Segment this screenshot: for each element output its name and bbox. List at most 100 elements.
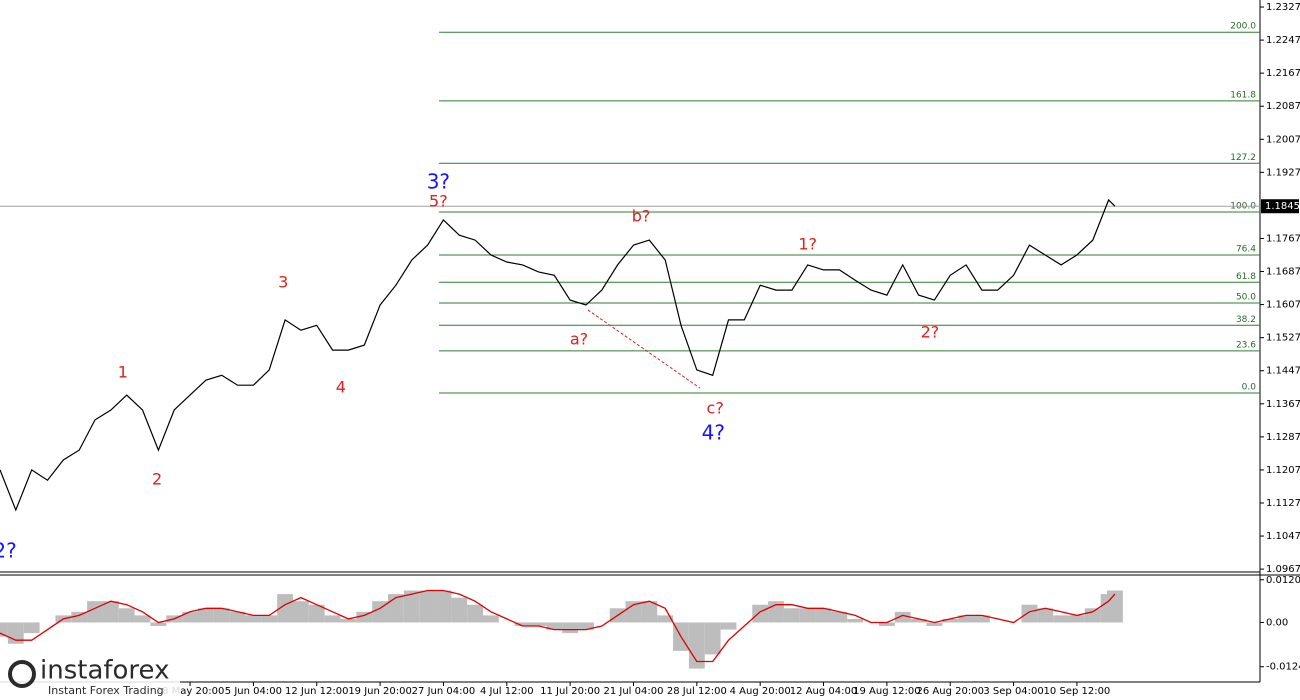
- histogram-bar: [1084, 608, 1101, 623]
- x-tick-label: 27 Jun 04:00: [412, 686, 476, 697]
- logo-icon: [8, 660, 36, 688]
- y-tick-label: 1.1927: [1266, 167, 1300, 178]
- wave-label: 3: [278, 273, 288, 292]
- histogram-bar: [752, 604, 769, 623]
- current-price-box: [1261, 199, 1299, 214]
- histogram-bar: [847, 618, 864, 623]
- fib-label: 0.0: [1242, 383, 1257, 393]
- x-tick-label: 28 Jul 12:00: [667, 686, 727, 697]
- fib-label: 127.2: [1230, 153, 1256, 163]
- histogram-bar: [530, 622, 547, 627]
- histogram-bar: [799, 608, 816, 623]
- histogram-bar: [704, 622, 721, 655]
- histogram-bar: [150, 622, 167, 627]
- trendline: [587, 309, 701, 389]
- histogram-bar: [435, 590, 452, 623]
- fib-label: 50.0: [1236, 292, 1256, 302]
- y-tick-label: 1.1047: [1266, 531, 1300, 542]
- y-tick-label: 0.00: [1266, 617, 1288, 628]
- y-tick-label: 1.1527: [1266, 333, 1300, 344]
- y-tick-label: 1.1607: [1266, 300, 1300, 311]
- wave-label: 2?: [0, 539, 17, 563]
- y-tick-label: 1.1127: [1266, 498, 1300, 509]
- wave-label: c?: [707, 399, 724, 418]
- wave-label: a?: [570, 330, 588, 349]
- logo: instaforex Instant Forex Trading: [0, 652, 180, 700]
- histogram-bar: [213, 608, 230, 623]
- histogram-bar: [894, 611, 911, 623]
- histogram-bar: [71, 611, 88, 623]
- x-tick-label: 19 Jun 20:00: [348, 686, 412, 697]
- histogram-bar: [562, 622, 579, 634]
- histogram-bar: [134, 615, 151, 623]
- y-tick-label: 1.1767: [1266, 233, 1300, 244]
- x-tick-label: 4 Jul 12:00: [480, 686, 534, 697]
- x-tick-label: 11 Jul 20:00: [540, 686, 600, 697]
- histogram-bar: [372, 601, 389, 623]
- histogram-bar: [514, 622, 531, 627]
- wave-label: 4: [336, 378, 346, 397]
- y-tick-label: 1.2167: [1266, 68, 1300, 79]
- wave-label: 4?: [702, 420, 725, 444]
- y-tick-label: 1.1287: [1266, 432, 1300, 443]
- y-tick-label: 1.2327: [1266, 2, 1300, 13]
- histogram-bar: [483, 615, 499, 623]
- signal-line: [0, 589, 1116, 663]
- histogram-bar: [419, 590, 436, 623]
- x-tick-label: 3 Sep 04:00: [983, 686, 1043, 697]
- histogram-bar: [1037, 608, 1054, 623]
- histogram-bar: [878, 622, 895, 627]
- current-price-label: 1.1845: [1265, 201, 1300, 212]
- histogram-bar: [973, 615, 990, 623]
- x-tick-label: 12 Jun 12:00: [285, 686, 349, 697]
- histogram-bar: [118, 608, 135, 623]
- histogram-bar: [229, 611, 246, 623]
- y-tick-label: 1.2247: [1266, 35, 1300, 46]
- y-tick-label: -0.01248: [1266, 662, 1300, 673]
- price-line: [0, 198, 1116, 512]
- fib-label: 61.8: [1236, 272, 1256, 282]
- y-tick-label: 1.1207: [1266, 465, 1300, 476]
- histogram-bar: [451, 597, 468, 623]
- histogram-bar: [815, 608, 832, 623]
- histogram-bar: [831, 611, 848, 623]
- logo-background: [0, 652, 180, 700]
- histogram-bar: [657, 615, 674, 623]
- histogram-bar: [340, 618, 357, 623]
- y-tick-label: 1.1687: [1266, 267, 1300, 278]
- histogram-bar: [277, 594, 293, 623]
- histogram-bar: [641, 601, 658, 623]
- histogram-bar: [308, 604, 325, 623]
- x-tick-label: 5 Jun 04:00: [225, 686, 282, 697]
- histogram-bar: [324, 615, 341, 623]
- x-tick-label: 28 May 20:00: [156, 686, 225, 697]
- histogram-bar: [942, 618, 959, 623]
- fib-label: 23.6: [1236, 340, 1256, 350]
- histogram-bar: [958, 615, 974, 623]
- histogram-bar: [87, 601, 103, 623]
- histogram-bar: [720, 622, 737, 630]
- histogram-bar: [0, 622, 8, 637]
- brand-tagline: Instant Forex Trading: [48, 684, 164, 697]
- wave-label: 1: [118, 363, 128, 382]
- histogram-bar: [182, 611, 198, 623]
- histogram-bar: [1021, 604, 1038, 623]
- histogram-bar: [388, 594, 404, 623]
- histogram-bar: [1053, 615, 1070, 623]
- y-tick-label: 0.01204: [1266, 575, 1300, 586]
- histogram-bar: [910, 618, 927, 623]
- brand-name: instaforex: [40, 656, 169, 686]
- wave-label: 2?: [921, 323, 940, 342]
- fib-label: 200.0: [1230, 22, 1256, 32]
- histogram-bar: [245, 615, 262, 623]
- wave-label: 5?: [429, 192, 448, 211]
- y-tick-label: 1.1447: [1266, 366, 1300, 377]
- wave-label: 2: [152, 470, 162, 489]
- wave-label: 3?: [427, 170, 450, 194]
- x-tick-label: 19 Aug 12:00: [853, 686, 920, 697]
- histogram-bar: [261, 615, 278, 623]
- x-tick-label: 12 Aug 04:00: [790, 686, 857, 697]
